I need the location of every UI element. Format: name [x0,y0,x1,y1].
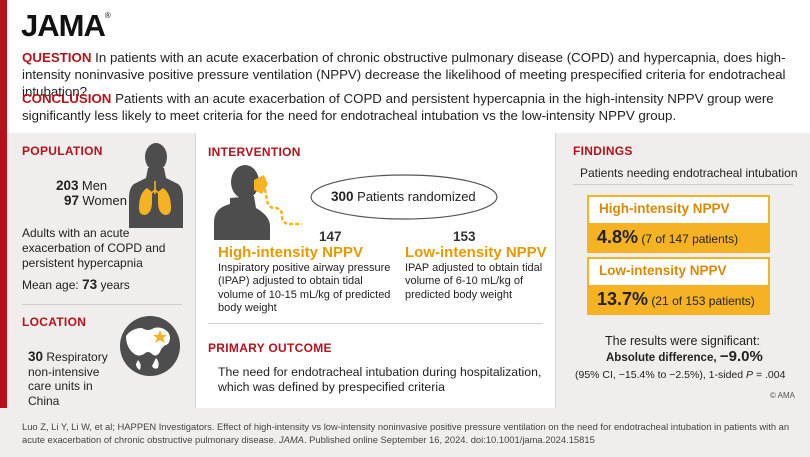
high-result-detail: (7 of 147 patients) [641,232,739,246]
citation: Luo Z, Li Y, Li W, et al; HAPPEN Investi… [22,421,790,445]
primary-outcome-text: The need for endotracheal intubation dur… [218,365,542,394]
divider [208,323,543,324]
conclusion-block: CONCLUSION Patients with an acute exacer… [22,90,792,124]
high-intensity-title: High-intensity NPPV [218,244,364,261]
low-result-value: 13.7% (21 of 153 patients) [589,285,768,313]
high-result-title: High-intensity NPPV [599,201,730,216]
nppv-mask-patient-icon [214,165,302,240]
significance-statement: The results were significant: [605,334,760,348]
low-result-title: Low-intensity NPPV [599,263,727,278]
citation-footer [0,408,810,457]
column-divider [195,133,196,408]
copyright: © AMA [770,391,796,400]
high-intensity-description: Inspiratory positive airway pressure (IP… [218,262,391,314]
high-result-value: 4.8% (7 of 147 patients) [589,223,768,251]
low-intensity-result: Low-intensity NPPV 13.7% (21 of 153 pati… [587,257,770,315]
mean-age-value: 73 [82,277,98,292]
question-text: In patients with an acute exacerbation o… [22,50,786,99]
confidence-interval: (95% CI, −15.4% to −2.5%), 1-sided P = .… [575,369,786,381]
men-label: Men [81,178,108,193]
high-result-pct: 4.8% [597,227,639,247]
randomized-label: 300 Patients randomized [331,189,476,204]
low-result-pct: 13.7% [597,289,649,309]
question-block: QUESTION In patients with an acute exace… [22,49,792,100]
divider [22,304,182,305]
randomized-count: 300 [331,189,354,204]
findings-header: FINDINGS [573,144,633,158]
intervention-header: INTERVENTION [208,145,301,159]
jama-logo: JAMA® [21,8,111,43]
women-count-line: 97 Women [64,193,127,209]
person-lungs-icon [129,143,183,228]
low-intensity-description: IPAP adjusted to obtain tidal volume of … [405,262,543,301]
findings-subtitle: Patients needing endotracheal intubation [580,166,798,180]
location-description: 30 Respiratory non-intensive care units … [28,349,108,408]
men-count-line: 203 Men [56,178,107,194]
randomization-bubble [310,174,498,220]
conclusion-label: CONCLUSION [22,91,112,106]
location-header: LOCATION [22,315,87,329]
conclusion-text: Patients with an acute exacerbation of C… [22,91,774,123]
high-intensity-n: 147 [319,229,342,244]
brand-accent-bar [0,0,7,408]
absolute-difference-value: −9.0% [719,348,763,365]
population-description: Adults with an acute exacerbation of COP… [22,226,166,270]
low-intensity-title: Low-intensity NPPV [405,244,547,261]
column-divider [555,133,556,408]
women-count: 97 [64,193,80,208]
women-label: Women [82,193,127,208]
men-count: 203 [56,178,79,193]
high-intensity-result: High-intensity NPPV 4.8% (7 of 147 patie… [587,195,770,253]
globe-icon [120,316,180,376]
divider [573,184,793,185]
population-header: POPULATION [22,144,103,158]
question-label: QUESTION [22,50,92,65]
low-intensity-n: 153 [453,229,476,244]
low-result-detail: (21 of 153 patients) [651,294,755,308]
primary-outcome-header: PRIMARY OUTCOME [208,341,332,355]
absolute-difference: Absolute difference, −9.0% [606,348,763,365]
mean-age: Mean age: 73 years [22,277,130,292]
location-count: 30 [28,349,44,364]
